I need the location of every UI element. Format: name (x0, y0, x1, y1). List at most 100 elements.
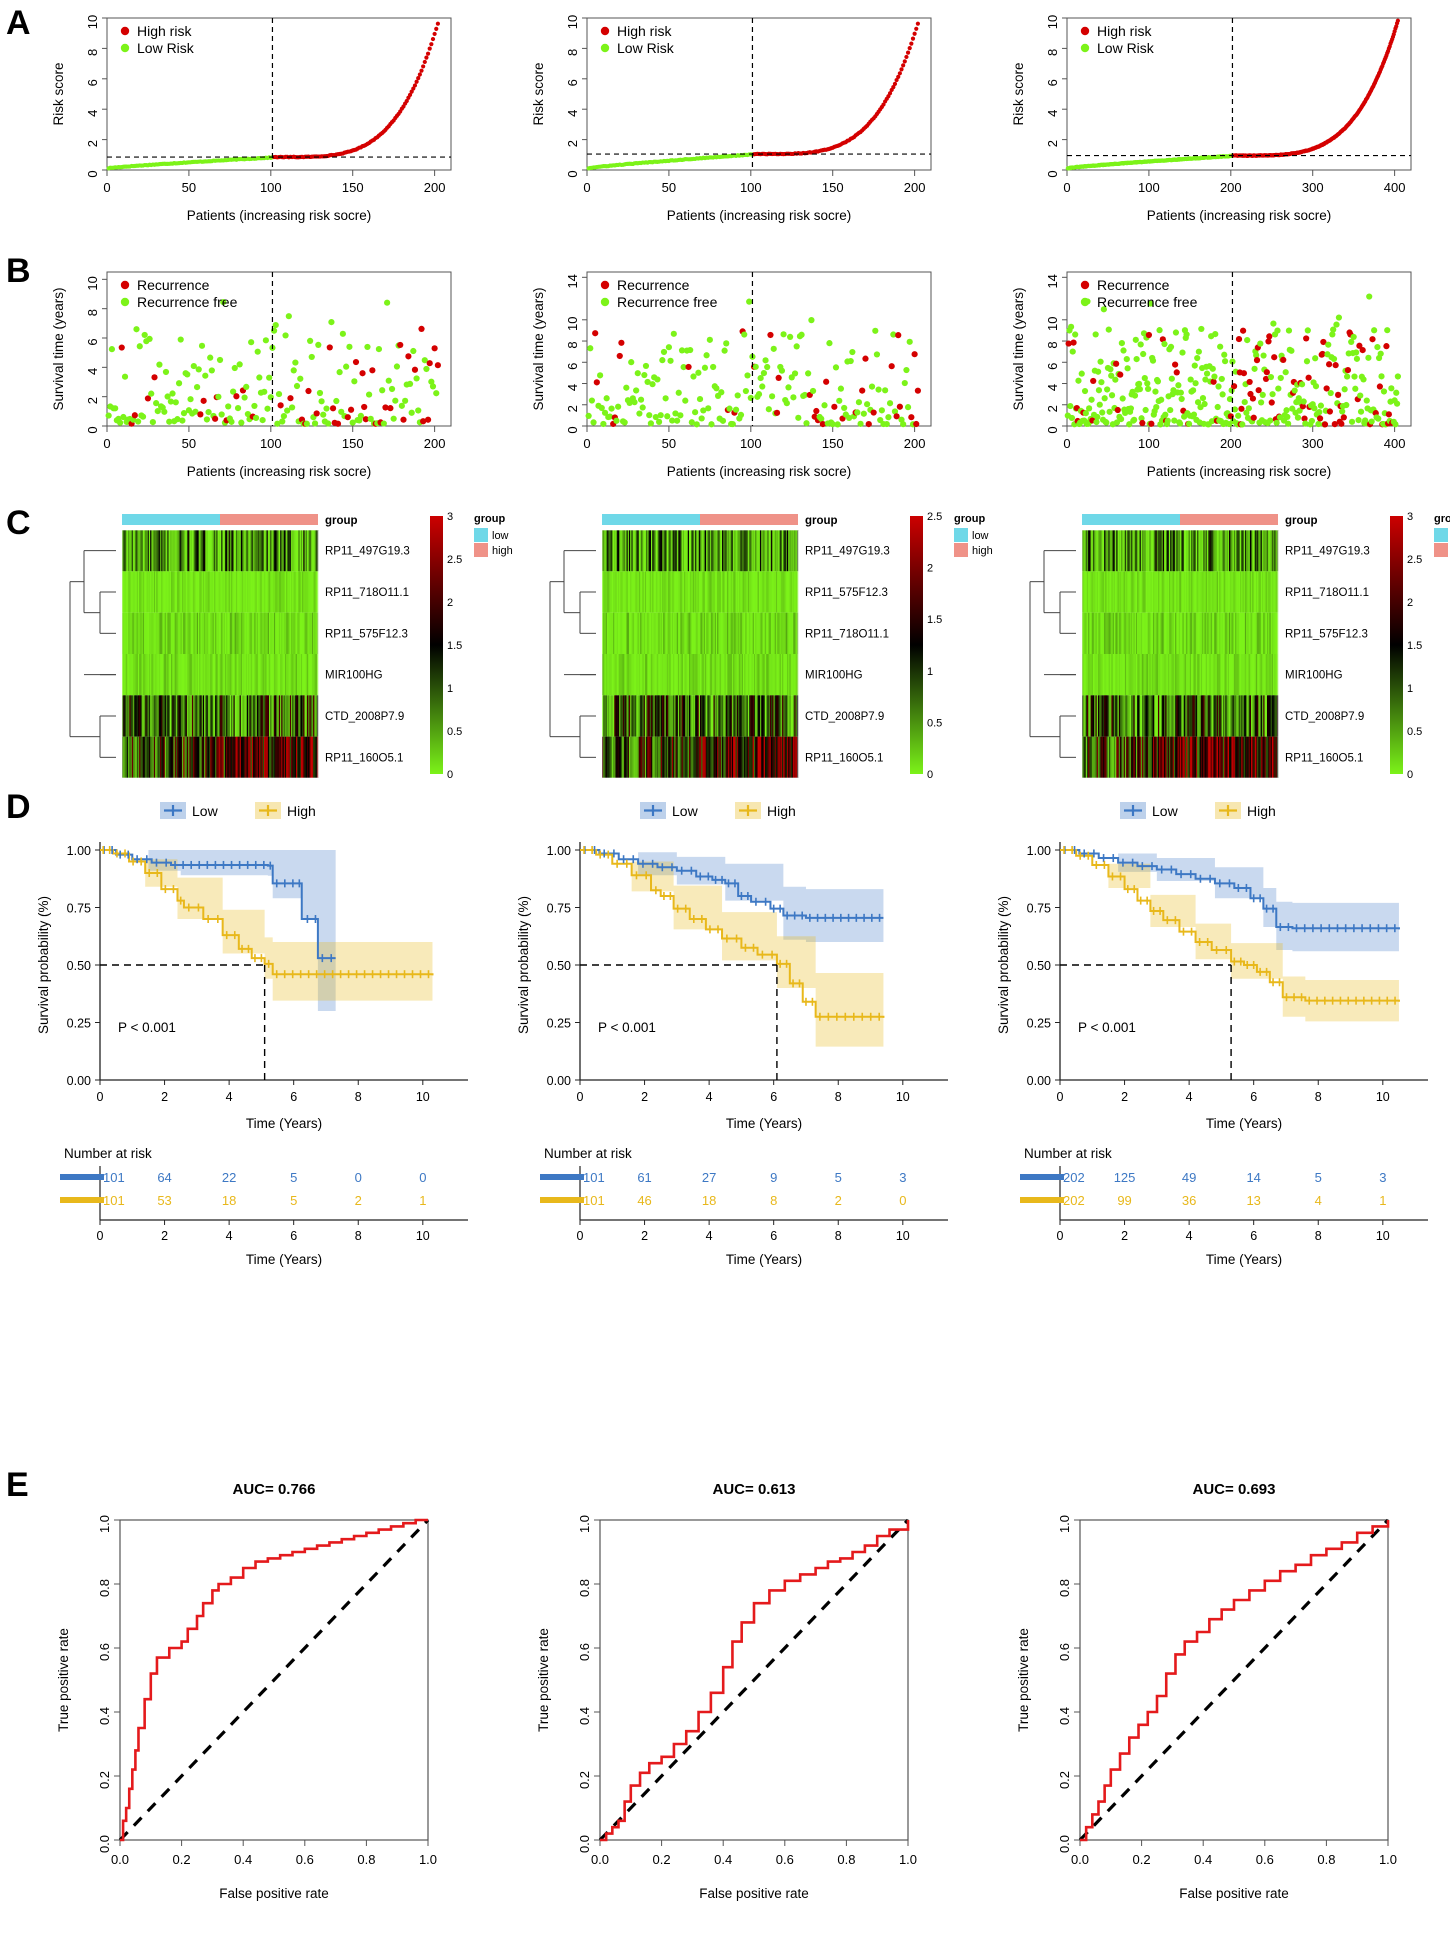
group-legend-swatch (954, 528, 968, 542)
roc-y-tick: 0.2 (577, 1771, 592, 1789)
y-axis-label: Survival probability (%) (36, 896, 51, 1034)
color-scale-bar (1390, 516, 1403, 774)
panel-letter-e: E (6, 1466, 29, 1504)
y-axis-label: Risk score (531, 62, 546, 125)
roc-y-tick: 0.4 (577, 1707, 592, 1725)
roc-y-tick: 1.0 (1057, 1515, 1072, 1533)
svg-text:150: 150 (342, 436, 364, 451)
roc-y-tick: 1.0 (577, 1515, 592, 1533)
x-axis-label: Patients (increasing risk socre) (667, 208, 852, 223)
gene-label: RP11_497G19.3 (805, 546, 890, 558)
roc-x-tick: 0.6 (296, 1852, 314, 1867)
km-y-tick: 0.75 (547, 902, 571, 916)
dendrogram (549, 550, 596, 758)
km-low-curve (1060, 849, 1400, 930)
svg-text:8: 8 (565, 341, 580, 348)
risk-time-tick: 10 (416, 1229, 430, 1243)
color-scale-tick: 0 (927, 769, 933, 781)
risk-count: 99 (1117, 1193, 1131, 1208)
svg-text:10: 10 (565, 317, 580, 331)
color-scale-tick: 1 (447, 683, 453, 695)
risk-time-tick: 6 (290, 1229, 297, 1243)
roc-x-tick: 0.6 (1256, 1852, 1274, 1867)
svg-text:4: 4 (85, 368, 100, 375)
group-bar-high (700, 514, 798, 525)
km-x-tick: 4 (706, 1090, 713, 1104)
svg-text:50: 50 (662, 436, 676, 451)
risk-count: 101 (103, 1193, 125, 1208)
color-scale-tick: 0 (447, 769, 453, 781)
risk-time-tick: 10 (896, 1229, 910, 1243)
svg-text:group: group (954, 513, 985, 525)
color-scale-tick: 3 (447, 511, 453, 523)
risk-time-tick: 2 (641, 1229, 648, 1243)
risk-time-tick: 2 (1121, 1229, 1128, 1243)
risk-time-tick: 2 (161, 1229, 168, 1243)
svg-text:group: group (325, 515, 358, 527)
svg-text:0: 0 (103, 436, 110, 451)
roc-title: AUC= 0.766 (233, 1481, 316, 1498)
gene-label: CTD_2008P7.9 (1285, 711, 1364, 723)
svg-text:0: 0 (565, 426, 580, 433)
risk-count: 3 (899, 1170, 906, 1185)
svg-text:group: group (1285, 515, 1318, 527)
risk-time-tick: 8 (835, 1229, 842, 1243)
svg-text:150: 150 (822, 180, 844, 195)
svg-text:4: 4 (85, 110, 100, 117)
group-legend-swatch (474, 528, 488, 542)
gene-label: RP11_718O11.1 (325, 587, 409, 599)
risk-count: 0 (899, 1193, 906, 1208)
km-y-tick: 1.00 (1027, 844, 1051, 858)
svg-text:300: 300 (1302, 180, 1324, 195)
km-x-tick: 6 (290, 1090, 297, 1104)
risk-time-tick: 0 (577, 1229, 584, 1243)
svg-text:2: 2 (565, 405, 580, 412)
svg-text:100: 100 (740, 436, 762, 451)
km-y-tick: 0.50 (1027, 959, 1051, 973)
km-x-tick: 2 (161, 1090, 168, 1104)
gene-label: RP11_718O11.1 (805, 628, 889, 640)
roc-plot-E2: AUC= 0.613 0.00.0 0.2 0.2 0.4 0.4 0.6 0.6 0.8 0.8… (536, 1481, 917, 1901)
km-legend-label: Low (672, 803, 699, 819)
y-axis-label: Survival time (years) (51, 287, 66, 410)
panel-letter-a: A (6, 4, 31, 42)
risk-count: 53 (157, 1193, 171, 1208)
svg-text:4: 4 (565, 384, 580, 391)
roc-y-tick: 0.0 (1057, 1835, 1072, 1853)
risk-count: 0 (355, 1170, 362, 1185)
color-scale-tick: 0.5 (1407, 726, 1422, 738)
svg-text:100: 100 (740, 180, 762, 195)
km-low-confidence-band (100, 850, 336, 1011)
legend-marker (120, 280, 130, 290)
roc-x-tick: 0.0 (591, 1852, 609, 1867)
risk-count: 61 (637, 1170, 651, 1185)
km-y-tick: 0.25 (547, 1017, 571, 1031)
y-axis-label: True positive rate (56, 1628, 71, 1732)
x-axis-label: Patients (increasing risk socre) (1147, 464, 1332, 479)
gene-label: RP11_160O5.1 (1285, 752, 1363, 764)
panel-letter-c: C (6, 504, 31, 542)
svg-text:4: 4 (1045, 384, 1060, 391)
legend-label: Recurrence (1097, 277, 1170, 293)
plot-frame (1066, 17, 1412, 171)
group-legend-label: low (492, 530, 509, 542)
gene-label: MIR100HG (1285, 670, 1343, 682)
svg-text:2: 2 (565, 140, 580, 147)
km-y-tick: 0.75 (67, 902, 91, 916)
group-legend-swatch (474, 543, 488, 557)
km-legend-label: High (767, 803, 796, 819)
roc-x-tick: 0.4 (714, 1852, 732, 1867)
km-x-tick: 2 (1121, 1090, 1128, 1104)
risk-count: 49 (1182, 1170, 1196, 1185)
group-bar-low (1082, 514, 1180, 525)
gene-label: MIR100HG (325, 670, 383, 682)
color-scale-tick: 1 (1407, 683, 1413, 695)
legend-label: High risk (617, 23, 672, 39)
risk-count: 5 (835, 1170, 842, 1185)
gene-label: RP11_160O5.1 (805, 752, 883, 764)
x-axis-label: Time (Years) (246, 1116, 322, 1131)
svg-text:0: 0 (1063, 180, 1070, 195)
km-y-tick: 0.75 (1027, 902, 1051, 916)
legend-marker (1080, 43, 1090, 53)
